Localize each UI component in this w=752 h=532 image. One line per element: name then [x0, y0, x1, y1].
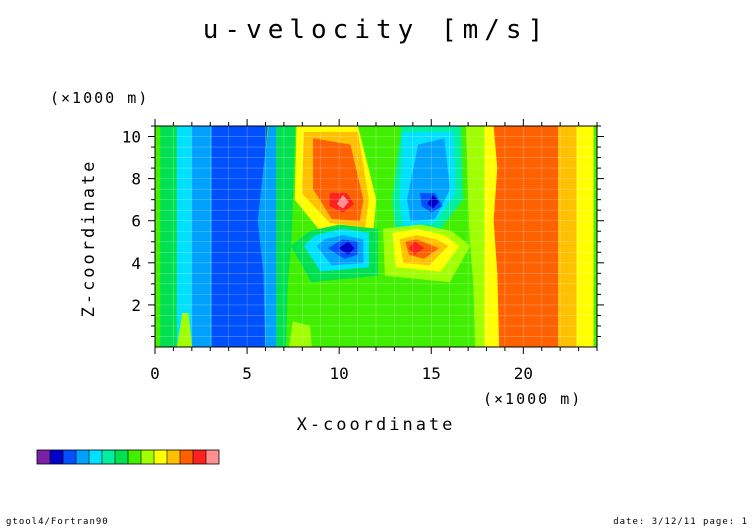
- x-tick-label: 0: [150, 364, 160, 383]
- contour-region-17: [336, 195, 349, 209]
- colorbar-swatch: [154, 450, 167, 464]
- x-tick-label: 10: [330, 364, 349, 383]
- footer-left-label: gtool4/Fortran90: [6, 517, 109, 527]
- contour-region-9: [557, 126, 578, 347]
- x-axis-unit-label: (×1000 m): [483, 390, 582, 408]
- x-tick-label: 5: [242, 364, 252, 383]
- contour-region-1: [176, 126, 196, 347]
- x-tick-label: 15: [422, 364, 441, 383]
- contour-region-5: [276, 126, 296, 347]
- contour-region-22: [427, 195, 439, 209]
- colorbar-swatch: [76, 450, 89, 464]
- colorbar-swatch: [115, 450, 128, 464]
- contour-region-3: [211, 126, 268, 347]
- colorbar-swatch: [180, 450, 193, 464]
- y-tick-label: 8: [131, 170, 141, 189]
- colorbar-swatch: [141, 450, 154, 464]
- footer-right-label: date: 3/12/11 page: 1: [613, 517, 748, 527]
- colorbar-swatch: [37, 450, 50, 464]
- colorbar-frame: [36, 449, 220, 465]
- x-axis-title: X-coordinate: [297, 415, 456, 435]
- contour-region-2: [191, 126, 215, 347]
- colorbar-swatch: [193, 450, 206, 464]
- x-axis: 0 5 10 15 20: [150, 119, 598, 383]
- contour-region-12: [289, 321, 312, 347]
- colorbar-swatch: [102, 450, 115, 464]
- y-axis: 2 4 6 8 10: [122, 125, 604, 347]
- colorbar-swatch: [128, 450, 141, 464]
- contour-region-0: [160, 126, 182, 347]
- contour-region-32: [408, 241, 425, 255]
- x-tick-label: 20: [514, 364, 533, 383]
- chart-title: u-velocity [m/s]: [203, 15, 549, 45]
- contour-region-6: [465, 126, 486, 347]
- colorbar-swatch: [63, 450, 76, 464]
- contour-region-10: [576, 126, 594, 347]
- grid-lines: [154, 125, 598, 347]
- contour-region-11: [176, 312, 193, 347]
- colorbar-swatch: [50, 450, 63, 464]
- y-tick-label: 4: [131, 254, 141, 273]
- y-tick-label: 6: [131, 212, 141, 231]
- y-axis-unit-label: (×1000 m): [50, 89, 149, 107]
- colorbar: [36, 449, 220, 465]
- y-tick-label: 2: [131, 296, 141, 315]
- y-axis-title: Z-coordinate: [79, 159, 99, 318]
- plot-area: [155, 126, 597, 347]
- colorbar-swatch: [89, 450, 102, 464]
- colorbar-swatch: [206, 450, 219, 464]
- contour-region-27: [338, 241, 355, 255]
- contour-region-8: [493, 126, 559, 347]
- y-tick-label: 10: [122, 128, 141, 147]
- colorbar-swatch: [167, 450, 180, 464]
